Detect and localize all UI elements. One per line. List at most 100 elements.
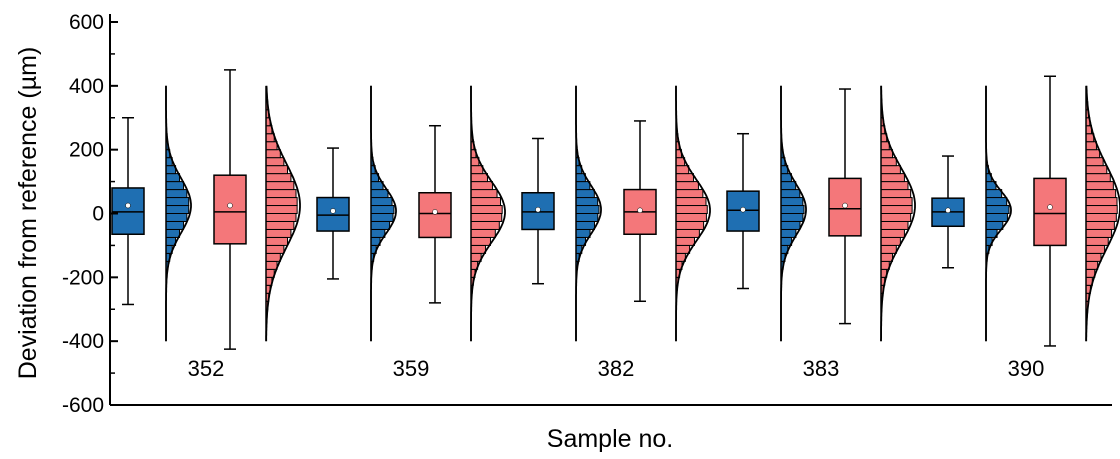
histogram-bar-red: [265, 220, 295, 230]
histogram-bar-red: [265, 260, 278, 270]
histogram-bar-red: [1085, 141, 1097, 151]
normal-curve: [675, 85, 711, 342]
histogram-bar-red: [880, 173, 905, 183]
histogram-bar-red: [265, 189, 297, 199]
y-tick-label: 400: [69, 75, 104, 98]
y-tick-label: 0: [92, 203, 104, 226]
histogram-bar-red: [1085, 197, 1118, 207]
normal-curve: [880, 85, 916, 342]
mean-marker: [535, 206, 541, 213]
histogram-bar-red: [1085, 213, 1117, 222]
histogram-bar-red: [675, 189, 704, 199]
y-tick-label: -600: [62, 394, 104, 417]
category-label: 352: [188, 356, 225, 381]
histogram-bar-blue: [370, 197, 393, 207]
histogram-bar-red: [1085, 244, 1106, 254]
histogram-bar-red: [265, 228, 292, 238]
histogram-bar-red: [265, 149, 281, 159]
histogram-bar-blue: [985, 197, 1008, 207]
histogram-bar-red: [470, 181, 493, 191]
mean-marker: [125, 202, 131, 209]
histogram-bar-red: [1085, 252, 1102, 262]
histogram-bar-red: [880, 236, 901, 246]
histogram-bar-blue: [985, 213, 1008, 222]
histogram-bar-blue: [370, 189, 389, 199]
mean-marker: [637, 207, 643, 214]
histogram-bar-blue: [575, 213, 599, 222]
histogram-bar-red: [265, 165, 289, 175]
histogram-bar-red: [470, 228, 496, 238]
histogram-bar-red: [1085, 173, 1111, 183]
mean-marker: [842, 202, 848, 209]
histogram-bar-red: [265, 213, 297, 222]
histogram-bar-red: [675, 236, 695, 246]
histogram-bar-blue: [985, 205, 1010, 214]
box-blue: [111, 187, 145, 235]
histogram-bar-red: [265, 181, 295, 191]
histogram-bar-red: [880, 149, 894, 159]
histogram-bar-red: [265, 157, 285, 167]
histogram-bar-blue: [165, 181, 185, 191]
histogram-bar-blue: [780, 189, 801, 199]
histogram-bar-blue: [780, 205, 805, 214]
box-red: [418, 192, 452, 239]
histogram-bar-red: [470, 236, 491, 246]
histogram-bar-blue: [780, 197, 804, 207]
histogram-bar-red: [675, 228, 700, 238]
histogram-bar-red: [265, 197, 298, 207]
histogram-bar-red: [265, 173, 292, 183]
histogram-bar-red: [675, 197, 707, 207]
histogram-bar-red: [880, 197, 913, 207]
histogram-bar-red: [675, 165, 690, 175]
mean-marker: [740, 206, 746, 213]
histogram-bar-red: [1085, 157, 1104, 167]
histogram-bar-blue: [165, 205, 190, 214]
histogram-bar-red: [470, 213, 503, 222]
mean-marker: [945, 207, 951, 214]
histogram-bar-red: [470, 189, 498, 199]
histogram-bar-red: [470, 220, 500, 230]
histogram-bar-blue: [985, 220, 1004, 230]
histogram-bar-red: [880, 157, 897, 167]
normal-curve: [370, 85, 397, 342]
histogram-bar-blue: [780, 220, 801, 230]
histogram-bar-red: [265, 268, 275, 278]
x-axis-title: Sample no.: [547, 425, 673, 453]
histogram-bar-blue: [575, 228, 591, 238]
histogram-bar-red: [675, 244, 691, 254]
histogram-bar-blue: [575, 197, 599, 207]
histogram-bar-red: [1085, 236, 1109, 246]
histogram-bar-blue: [575, 220, 595, 230]
y-tick-label: -200: [62, 266, 104, 289]
histogram-bar-blue: [575, 189, 595, 199]
histogram-bar-blue: [165, 189, 188, 199]
histogram-bar-red: [880, 220, 909, 230]
histogram-bar-red: [470, 205, 503, 214]
histogram-bar-red: [1085, 205, 1118, 214]
histogram-bar-blue: [985, 189, 1003, 199]
box-red: [213, 174, 247, 245]
y-tick-label: 600: [69, 11, 104, 34]
histogram-bar-blue: [165, 197, 190, 207]
histogram-bar-red: [880, 228, 905, 238]
histogram-bar-red: [265, 244, 285, 254]
histogram-bar-red: [880, 244, 897, 254]
histogram-bar-blue: [575, 181, 591, 191]
normal-curve: [470, 85, 506, 342]
histogram-bar-red: [265, 236, 289, 246]
histogram-bar-red: [1085, 165, 1108, 175]
mean-marker: [330, 208, 336, 214]
histogram-bar-red: [1085, 181, 1114, 191]
category-label: 383: [803, 356, 840, 381]
histogram-bar-red: [880, 165, 901, 175]
histogram-bar-red: [675, 213, 707, 222]
mean-marker: [227, 202, 233, 209]
histogram-bar-red: [1085, 149, 1101, 159]
histogram-bar-blue: [370, 220, 391, 230]
histogram-bar-blue: [575, 205, 600, 214]
normal-curve: [165, 85, 192, 342]
histogram-bar-red: [1085, 268, 1096, 278]
histogram-bar-red: [880, 213, 912, 222]
category-label: 390: [1008, 356, 1045, 381]
